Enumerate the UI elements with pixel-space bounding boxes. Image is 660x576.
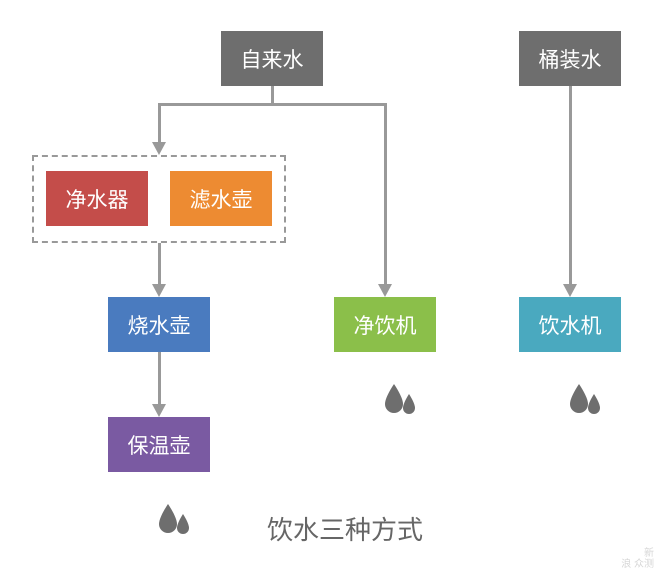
water-drop-icon (565, 378, 605, 423)
node-thermos: 保温壶 (108, 417, 210, 472)
node-bottled-water: 桶装水 (519, 31, 621, 86)
caption-text: 饮水三种方式 (267, 515, 423, 545)
node-tap-water: 自来水 (221, 31, 323, 86)
watermark: 新 浪 众测 (621, 548, 654, 570)
node-purify-disp: 净饮机 (334, 297, 436, 352)
node-dispenser: 饮水机 (519, 297, 621, 352)
node-boil-kettle: 烧水壶 (108, 297, 210, 352)
water-drop-icon (154, 498, 194, 543)
water-drop-icon (380, 378, 420, 423)
caption: 饮水三种方式 (267, 510, 423, 547)
dashed-group (32, 155, 286, 243)
